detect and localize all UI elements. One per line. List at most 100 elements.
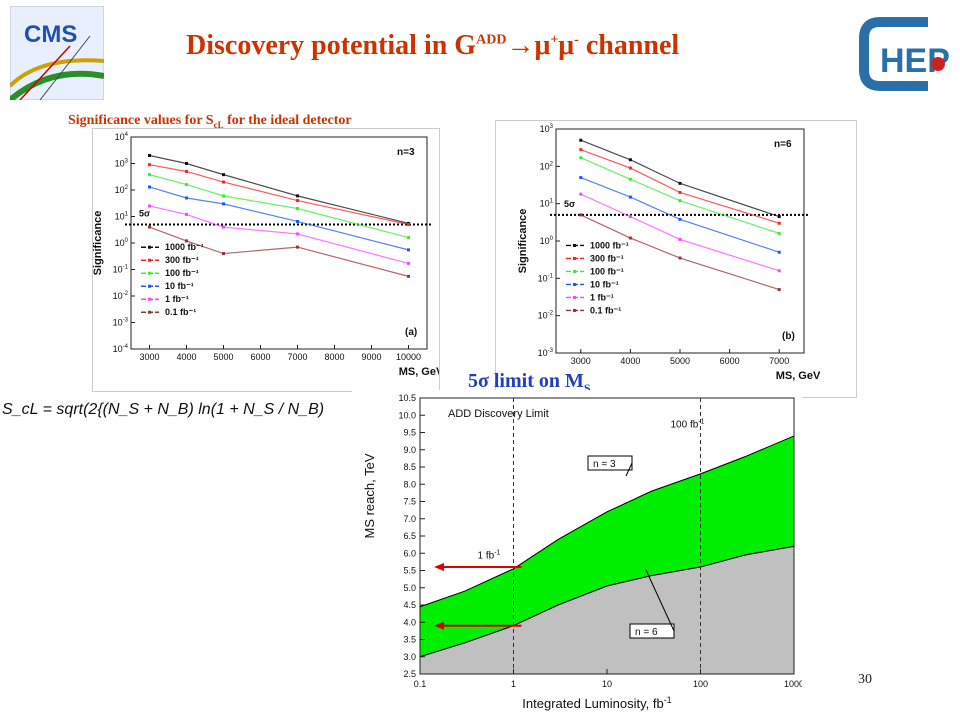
legend-marker bbox=[148, 310, 151, 314]
y-tick-label: 100 bbox=[115, 238, 129, 248]
y-tick-label: 7.5 bbox=[403, 497, 416, 507]
legend-label: 1 fb⁻¹ bbox=[165, 294, 189, 304]
vline-label: 100 fb-1 bbox=[671, 418, 705, 430]
data-point bbox=[296, 219, 299, 223]
y-tick-label: 7.0 bbox=[403, 514, 416, 524]
legend-label: 100 fb⁻¹ bbox=[165, 268, 199, 278]
data-point bbox=[678, 256, 682, 260]
formula-text: S_cL = sqrt(2{(N_S + N_B) ln(1 + N_S / N… bbox=[2, 401, 326, 418]
data-point bbox=[148, 185, 151, 189]
x-tick-label: 10000 bbox=[396, 352, 421, 362]
n-label: n=6 bbox=[774, 139, 792, 150]
x-tick-label: 10 bbox=[602, 679, 612, 689]
data-point bbox=[579, 156, 583, 160]
data-point bbox=[579, 138, 583, 142]
y-tick-label: 100 bbox=[540, 236, 554, 246]
y-tick-label: 4.5 bbox=[403, 600, 416, 610]
page-title: Discovery potential in GADD→μ+μ- channel bbox=[186, 30, 680, 61]
x-tick-label: 0.1 bbox=[414, 679, 427, 689]
data-point bbox=[185, 183, 188, 187]
y-tick-label: 101 bbox=[540, 199, 554, 209]
y-tick-label: 6.0 bbox=[403, 548, 416, 558]
series-line bbox=[580, 193, 780, 272]
significance-formula: S_cL = sqrt(2{(N_S + N_B) ln(1 + N_S / N… bbox=[2, 401, 326, 418]
y-tick-label: 6.5 bbox=[403, 531, 416, 541]
legend-marker bbox=[148, 284, 151, 288]
legend-label: 10 fb⁻¹ bbox=[590, 279, 619, 289]
data-point bbox=[296, 245, 299, 249]
y-tick-label: 10-2 bbox=[113, 291, 129, 301]
legend-marker bbox=[148, 245, 151, 249]
data-point bbox=[678, 237, 682, 241]
x-tick-label: 5000 bbox=[670, 356, 690, 366]
n6-label: n = 6 bbox=[635, 627, 658, 638]
legend-label: 0.1 fb⁻¹ bbox=[165, 307, 196, 317]
y-axis-label: Significance bbox=[517, 209, 529, 274]
y-tick-label: 9.0 bbox=[403, 445, 416, 455]
legend-marker bbox=[148, 297, 151, 301]
data-point bbox=[296, 207, 299, 211]
data-point bbox=[407, 236, 410, 240]
y-tick-label: 4.0 bbox=[403, 617, 416, 627]
chart-panel-b: 10-3 10-2 10-1 100 101 102 103 3000 4000 5000 6000… bbox=[495, 120, 857, 398]
legend-label: 100 fb⁻¹ bbox=[590, 266, 624, 276]
y-tick-label: 2.5 bbox=[403, 669, 416, 679]
section-subtitle: Significance values for ScL for the idea… bbox=[68, 113, 352, 130]
panel-label: (a) bbox=[405, 327, 417, 338]
series-line bbox=[580, 139, 780, 218]
data-point bbox=[185, 169, 188, 173]
data-point bbox=[296, 199, 299, 203]
legend-marker bbox=[148, 271, 151, 275]
data-point bbox=[222, 252, 225, 256]
y-tick-label: 3.0 bbox=[403, 652, 416, 662]
chart-panel-c: 1 fb-1 100 fb-1 2.5 3.0 3.5 4.0 4.5 5.0 5.5 6.0 6.… bbox=[352, 390, 804, 720]
data-point bbox=[628, 166, 632, 170]
x-tick-label: 1000 bbox=[784, 679, 802, 689]
legend-marker bbox=[573, 282, 576, 286]
legend-marker bbox=[573, 243, 576, 247]
y-tick-label: 10-1 bbox=[113, 265, 129, 275]
y-tick-label: 10.5 bbox=[398, 393, 416, 403]
data-point bbox=[148, 225, 151, 229]
x-tick-label: 3000 bbox=[139, 352, 159, 362]
data-point bbox=[579, 192, 583, 196]
y-tick-label: 8.0 bbox=[403, 479, 416, 489]
legend-label: 1 fb⁻¹ bbox=[590, 292, 614, 302]
data-point bbox=[185, 162, 188, 165]
data-point bbox=[148, 154, 151, 158]
threshold-label: 5σ bbox=[139, 208, 150, 218]
page-number: 30 bbox=[858, 672, 872, 687]
data-point bbox=[777, 288, 781, 292]
legend-marker bbox=[573, 256, 576, 260]
y-tick-label: 102 bbox=[540, 161, 554, 171]
data-point bbox=[777, 269, 781, 273]
limit-arrowhead bbox=[434, 563, 444, 572]
series-line bbox=[580, 214, 780, 291]
series-line bbox=[580, 177, 780, 253]
x-tick-label: 1 bbox=[511, 679, 516, 689]
data-point bbox=[185, 212, 188, 216]
data-point bbox=[407, 222, 410, 226]
legend-marker bbox=[573, 269, 576, 273]
hep-logo: HEP bbox=[859, 17, 950, 91]
data-point bbox=[222, 180, 225, 184]
y-tick-label: 104 bbox=[115, 132, 129, 142]
y-tick-label: 9.5 bbox=[403, 428, 416, 438]
data-point bbox=[628, 215, 632, 219]
panel-label: (b) bbox=[782, 331, 795, 342]
data-point bbox=[678, 199, 682, 203]
y-tick-label: 5.5 bbox=[403, 566, 416, 576]
y-tick-label: 10.0 bbox=[398, 410, 416, 420]
data-point bbox=[148, 204, 151, 208]
y-tick-label: 10-3 bbox=[113, 318, 129, 328]
y-tick-label: 101 bbox=[115, 212, 129, 222]
data-point bbox=[148, 163, 151, 167]
data-point bbox=[296, 194, 299, 198]
y-axis-label: Significance bbox=[93, 211, 104, 276]
data-point bbox=[579, 213, 583, 217]
x-tick-label: 9000 bbox=[361, 352, 381, 362]
cms-logo-text: CMS bbox=[24, 21, 77, 48]
legend-label: 10 fb⁻¹ bbox=[165, 281, 194, 291]
chart-title: ADD Discovery Limit bbox=[448, 408, 549, 420]
